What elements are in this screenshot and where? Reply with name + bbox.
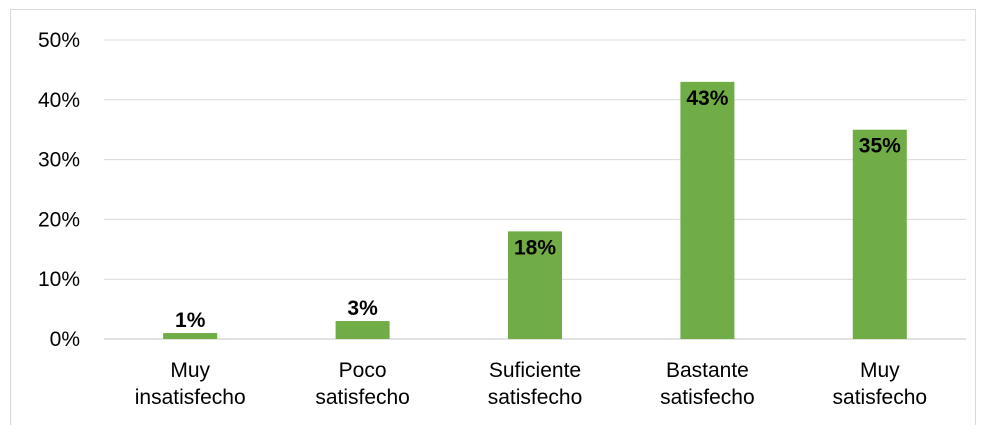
- chart-frame: [10, 9, 976, 425]
- bar: [680, 81, 735, 340]
- y-axis-tick-labels: 0% 10% 20% 30% 40% 50%: [38, 29, 80, 351]
- bar: [508, 231, 562, 339]
- bar: [163, 333, 218, 339]
- y-tick-label: 0%: [50, 328, 80, 351]
- y-tick-label: 10%: [38, 268, 80, 291]
- data-labels: 1% 3% 18% 43% 35%: [175, 87, 901, 332]
- category-label: Muy insatisfecho: [135, 359, 246, 409]
- data-label: 3%: [347, 297, 378, 320]
- bar: [852, 129, 907, 339]
- data-label: 43%: [686, 87, 728, 110]
- category-label: Muy satisfecho: [833, 359, 928, 409]
- data-label: 18%: [514, 236, 556, 259]
- bar: [335, 321, 390, 339]
- x-axis-category-labels: Muy insatisfecho Poco satisfecho Suficiente s…: [135, 359, 927, 409]
- category-label: Suficiente satisfecho: [488, 359, 583, 409]
- y-tick-label: 30%: [38, 149, 80, 172]
- category-label: Poco satisfecho: [315, 359, 410, 409]
- bars: [163, 81, 907, 340]
- y-tick-label: 50%: [38, 29, 80, 52]
- y-tick-label: 20%: [38, 208, 80, 231]
- data-label: 1%: [175, 309, 206, 332]
- data-label: 35%: [859, 135, 901, 158]
- y-tick-label: 40%: [38, 89, 80, 112]
- category-label: Bastante satisfecho: [660, 359, 755, 409]
